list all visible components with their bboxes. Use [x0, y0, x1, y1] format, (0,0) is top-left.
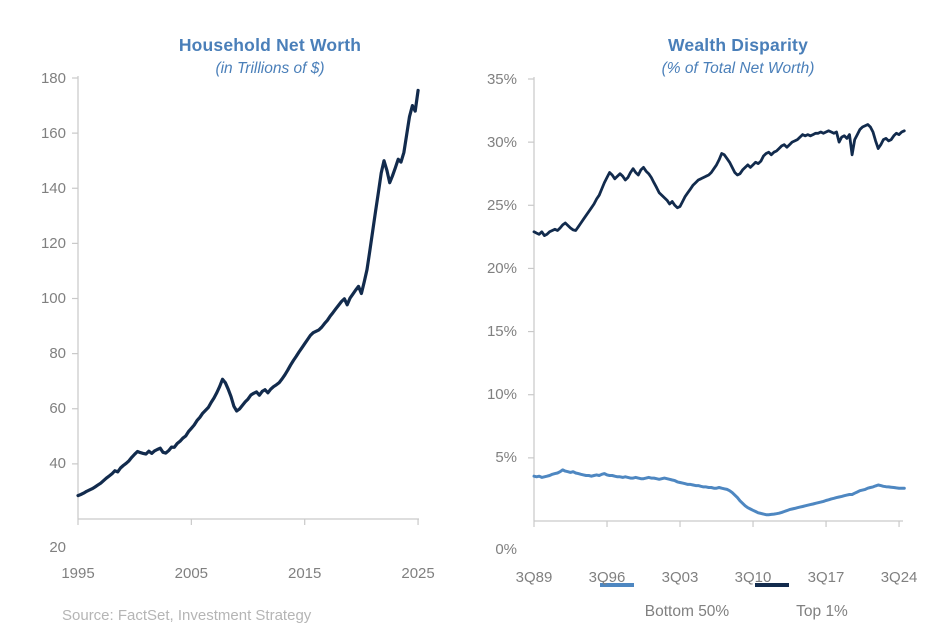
- household-net-worth-line: [76, 88, 420, 498]
- legend-swatch-bottom50: [600, 583, 634, 587]
- x-tick-label: 2015: [288, 565, 322, 582]
- top-1--line: [532, 123, 906, 238]
- legend-swatch-top1: [755, 583, 789, 587]
- x-tick-label: 3Q24: [880, 569, 918, 586]
- y-tick-label: 180: [40, 69, 66, 87]
- y-tick-label: 10%: [486, 386, 517, 404]
- y-tick-label: 20%: [486, 259, 517, 277]
- source-note: Source: FactSet, Investment Strategy: [62, 607, 312, 624]
- left-chart-subtitle: (in Trillions of $): [215, 60, 325, 77]
- x-tick-label: 3Q17: [807, 569, 845, 586]
- bottom-50--line: [532, 468, 906, 517]
- x-tick-label: 1995: [61, 565, 95, 582]
- legend-label-bottom50: Bottom 50%: [644, 603, 730, 620]
- y-tick-label: 80: [49, 345, 66, 363]
- x-tick-label: 2025: [401, 565, 435, 582]
- x-tick-label: 2005: [174, 565, 209, 582]
- x-tick-label: 3Q96: [588, 569, 626, 586]
- left-chart-title: Household Net Worth: [178, 35, 362, 55]
- y-tick-label: 100: [40, 290, 66, 307]
- y-tick-label: 140: [40, 179, 66, 197]
- y-tick-label: 0%: [495, 540, 517, 558]
- y-tick-label: 5%: [495, 449, 517, 467]
- y-tick-label: 35%: [486, 70, 517, 88]
- right-chart-subtitle: (% of Total Net Worth): [661, 60, 815, 77]
- y-tick-label: 20: [49, 538, 66, 556]
- y-tick-label: 30%: [486, 133, 517, 151]
- y-tick-label: 160: [40, 124, 66, 142]
- y-tick-label: 120: [40, 234, 66, 252]
- y-tick-label: 15%: [486, 323, 517, 341]
- legend-label-top1: Top 1%: [796, 603, 848, 620]
- y-tick-label: 25%: [486, 196, 517, 214]
- x-tick-label: 3Q10: [734, 569, 772, 586]
- y-tick-label: 60: [49, 400, 66, 418]
- x-tick-label: 3Q89: [515, 569, 553, 586]
- right-chart-title: Wealth Disparity: [668, 35, 808, 55]
- x-tick-label: 3Q03: [661, 569, 699, 586]
- y-tick-label: 40: [49, 455, 66, 473]
